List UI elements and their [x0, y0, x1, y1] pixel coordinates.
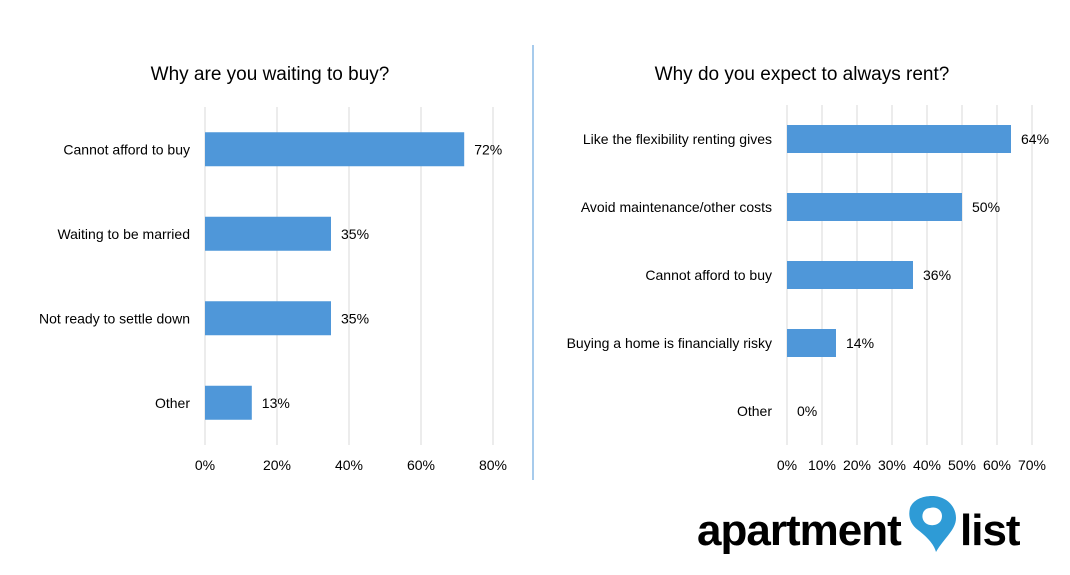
apartment-list-logo: apartment list: [697, 496, 1022, 555]
data-label: 72%: [474, 141, 502, 157]
bars: [205, 132, 465, 420]
logo-text-list: list: [960, 506, 1021, 555]
bar: [787, 125, 1011, 153]
x-tick-label: 70%: [1018, 457, 1046, 473]
bar: [787, 329, 836, 357]
category-label: Waiting to be married: [57, 226, 190, 242]
labels: 0% 20% 40% 60% 80% Cannot afford to buy 72% Wai…: [39, 141, 507, 473]
logo-text-apartment: apartment: [697, 506, 902, 555]
x-tick-label: 20%: [843, 457, 871, 473]
category-label: Avoid maintenance/other costs: [581, 199, 772, 215]
data-label: 36%: [923, 267, 951, 283]
x-tick-label: 0%: [195, 457, 215, 473]
x-tick-label: 60%: [983, 457, 1011, 473]
bar: [205, 301, 331, 336]
bar: [205, 385, 252, 420]
category-label: Cannot afford to buy: [63, 141, 190, 157]
category-label: Not ready to settle down: [39, 310, 190, 326]
data-label: 50%: [972, 199, 1000, 215]
bar: [787, 193, 962, 221]
x-tick-label: 30%: [878, 457, 906, 473]
data-label: 64%: [1021, 131, 1049, 147]
labels: 0% 10% 20% 30% 40% 50% 60% 70% Like the flexibil…: [567, 131, 1049, 473]
chart-title: Why do you expect to always rent?: [655, 64, 950, 85]
data-label: 35%: [341, 310, 369, 326]
data-label: 14%: [846, 335, 874, 351]
x-tick-label: 20%: [263, 457, 291, 473]
category-label: Buying a home is financially risky: [567, 335, 772, 351]
category-label: Cannot afford to buy: [645, 267, 772, 283]
chart-waiting-to-buy: Why are you waiting to buy? 0% 20% 40% 60% 8…: [39, 64, 507, 473]
data-label: 13%: [262, 395, 290, 411]
data-label: 0%: [797, 403, 817, 419]
bar: [205, 132, 465, 167]
chart-always-rent: Why do you expect to always rent? 0% 10% 2…: [567, 64, 1049, 473]
x-tick-label: 50%: [948, 457, 976, 473]
x-tick-label: 40%: [913, 457, 941, 473]
x-tick-label: 10%: [808, 457, 836, 473]
bars: [787, 125, 1011, 357]
x-tick-label: 0%: [777, 457, 797, 473]
x-tick-label: 40%: [335, 457, 363, 473]
x-tick-label: 60%: [407, 457, 435, 473]
category-label: Like the flexibility renting gives: [583, 131, 772, 147]
data-label: 35%: [341, 226, 369, 242]
x-tick-label: 80%: [479, 457, 507, 473]
chart-title: Why are you waiting to buy?: [151, 64, 390, 85]
bar: [787, 261, 913, 289]
category-label: Other: [155, 395, 190, 411]
category-label: Other: [737, 403, 772, 419]
bar: [205, 216, 331, 251]
map-pin-icon: [909, 496, 956, 552]
